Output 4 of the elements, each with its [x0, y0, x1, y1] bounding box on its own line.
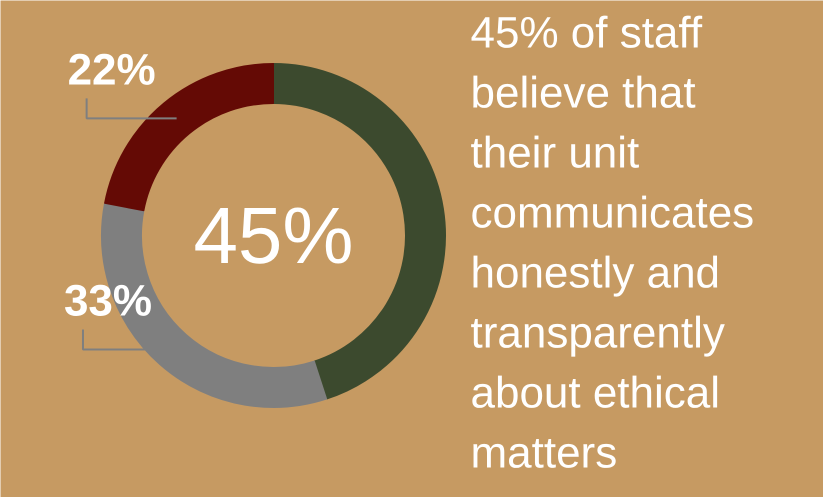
data-label: 33%	[64, 276, 152, 326]
data-label: 22%	[68, 45, 156, 94]
text: 45% of staff believe that their unit communicates honestly and transparently about ethical matters	[470, 8, 754, 478]
data-label: 45%	[193, 191, 354, 280]
